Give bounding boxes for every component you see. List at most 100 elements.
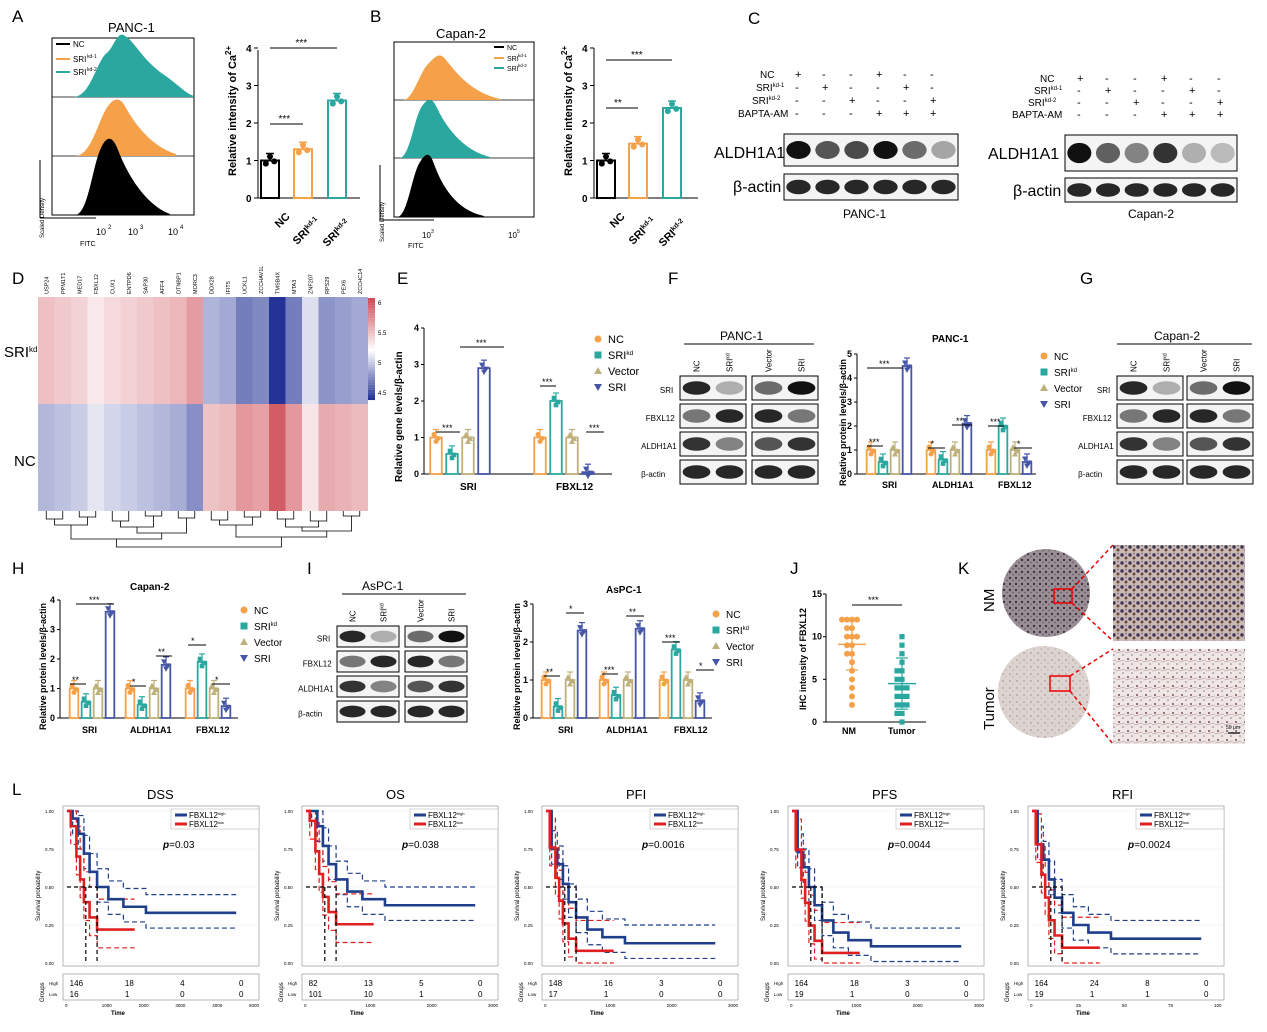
data-point [669,101,675,107]
risk-count: 101 [309,990,323,999]
sign: + [1133,97,1139,109]
data-point [211,689,217,695]
panel-letter-d: D [12,269,24,288]
band-label: ALDH1A1 [714,145,785,162]
risk-count: 1 [1090,990,1095,999]
sign: - [1217,73,1221,85]
band [407,630,434,643]
data-point [199,663,205,669]
group-label: ALDH1A1 [130,725,172,735]
sig-label: *** [868,595,879,605]
y-tick-label: 1.00 [770,809,779,814]
hist-legend: NC SRI kd-1 SRI kd-2 [56,40,97,77]
y-tick-label: 1 [414,433,419,443]
risk-row-label: High [288,981,298,986]
lane-label: NC [1130,360,1139,372]
risk-count: 0 [180,990,185,999]
risk-count: 17 [549,990,558,999]
group-label: SRI [882,480,897,490]
data-point [553,402,559,408]
blot-title: Capan-2 [1154,329,1200,343]
legend-marker [594,335,602,343]
km-plot: DSS 0.00 0.25 0.50 0.75 1.00 Survival probabil… [36,787,260,1017]
panel-letter-b: B [370,7,381,26]
band [1189,381,1218,395]
km-ci-high [306,810,476,888]
scale-cell [367,354,375,357]
sig-label: ** [614,98,622,109]
y-tick-label: 1 [523,675,528,685]
sign: - [795,108,799,120]
sig-label: * [191,636,195,646]
gene-label: PEX6 [341,280,347,294]
sign: + [1217,109,1223,121]
scale-cell [367,369,375,372]
data-point [585,473,591,480]
group-label: ALDH1A1 [932,480,974,490]
sig-label: *** [589,423,600,433]
km-frame [301,805,499,967]
data-point [221,700,227,707]
data-point [1022,456,1028,462]
y-tick-label: 2 [414,396,419,406]
lane-label: NC [349,610,358,622]
risk-count: 0 [964,990,969,999]
band [438,655,465,668]
legend-label: Vector [254,638,283,649]
tick: 5 [517,229,520,235]
y-tick-label: 2 [246,119,252,130]
data-point [603,153,609,160]
p-value: p=0.0044 [887,840,931,851]
dendrogram [243,511,262,518]
hist-legend: NC SRI kd-1 SRI kd-2 [494,45,527,73]
scale-cell [367,361,375,365]
band [1222,409,1251,423]
data-point [463,431,469,437]
group-label: ALDH1A1 [606,725,648,735]
band [787,437,816,451]
data-point [904,693,910,699]
y-tick-label: 4 [582,44,588,55]
sig-label: *** [631,50,643,61]
band-label: β-actin [641,470,665,479]
band [1181,142,1207,164]
band [370,630,397,643]
band [715,381,744,395]
data-point [844,642,850,649]
svg-text:SRI: SRI [73,68,86,77]
scale-cell [367,313,375,316]
data-point [844,625,850,632]
scale-cell [367,377,375,380]
y-tick-label: 0 [523,713,528,723]
legend-marker [712,626,720,634]
data-point [849,701,855,708]
band [1095,183,1121,197]
data-point [125,683,131,688]
x-tick-label: 2000 [913,1003,924,1008]
heat-cell [269,297,286,404]
sign: - [930,82,934,94]
data-point [304,147,311,154]
scale-cell [367,387,375,390]
y-tick-label: 4 [847,373,852,383]
data-point [675,648,681,653]
data-point [165,663,171,669]
row-label: NC [1040,74,1054,85]
sign: - [1189,73,1193,85]
data-point [611,689,617,695]
risk-count: 0 [905,990,910,999]
y-tick-label: 4 [246,44,252,55]
bar [104,610,116,719]
data-point [107,613,113,619]
km-xlabel: Time [350,1011,365,1017]
band [682,465,711,479]
cell-line-label: PANC-1 [843,207,886,221]
scale-label: 5 [378,361,382,367]
data-point [928,451,934,457]
sign: + [903,108,909,120]
band [1152,381,1181,395]
scale-cell [367,305,375,309]
data-point [904,685,910,691]
band [1119,381,1148,395]
legend-label: FBXL12low [914,820,949,829]
